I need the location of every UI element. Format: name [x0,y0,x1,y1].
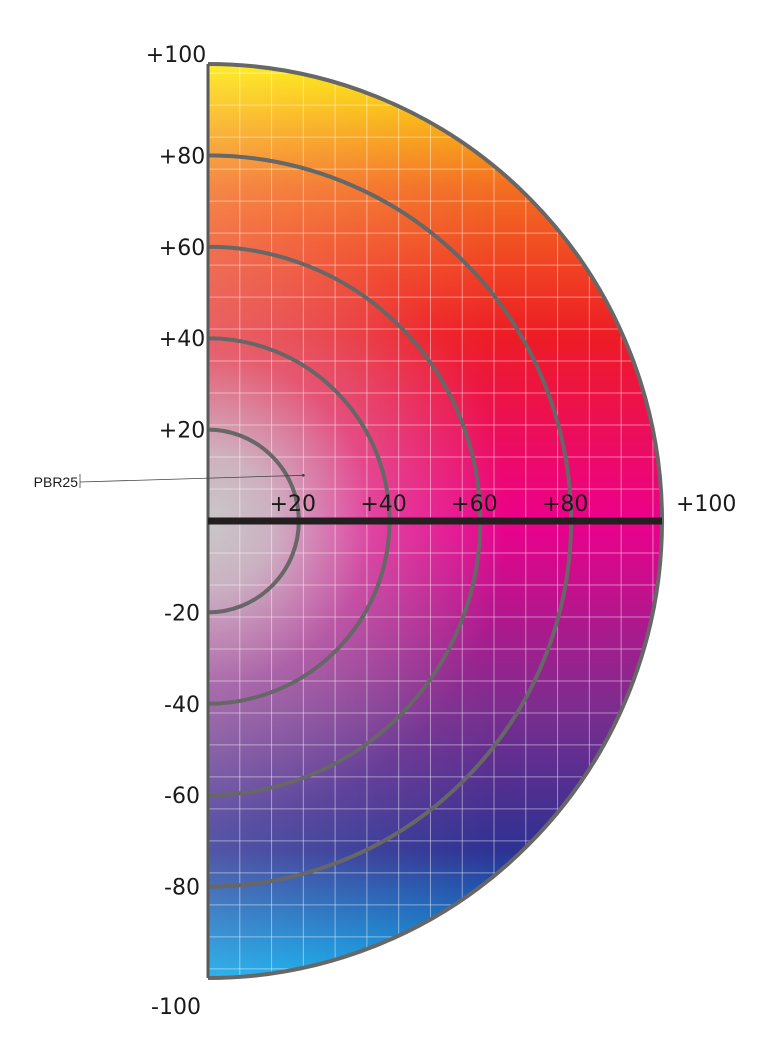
y-tick-label: +20 [159,419,205,444]
y-tick-label: -80 [164,876,200,901]
y-tick-label: +40 [159,327,205,352]
y-tick-label: -40 [164,693,200,718]
x-tick-label: +60 [451,492,497,517]
y-tick-label: +100 [146,43,206,68]
y-tick-labels: +100 +80 +60 +40 +20 -20 -40 -60 -80 -100 [146,43,206,1020]
x-tick-label: +80 [542,492,588,517]
x-tick-label: +100 [676,492,736,517]
y-tick-label: -100 [151,995,201,1020]
callout-leader-line [79,474,304,483]
data-point-marker [301,473,305,477]
point-callout: PBR25 [34,473,305,490]
x-tick-label: +20 [270,492,316,517]
y-tick-label: -60 [164,784,200,809]
y-tick-label: +60 [159,236,205,261]
y-tick-label: -20 [164,601,200,626]
data-point-label: PBR25 [34,474,79,490]
x-tick-label: +40 [360,492,406,517]
x-tick-labels: +20 +40 +60 +80 +100 [270,492,737,517]
y-tick-label: +80 [159,144,205,169]
